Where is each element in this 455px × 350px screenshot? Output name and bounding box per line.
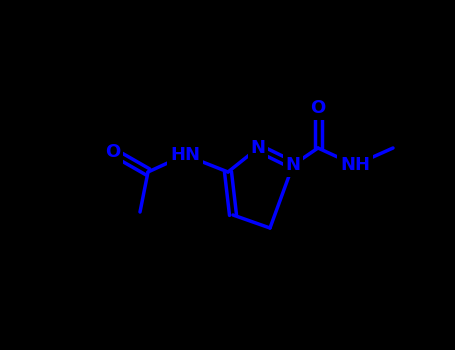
Text: HN: HN [170,146,200,164]
Text: O: O [310,99,326,117]
Text: O: O [106,143,121,161]
Text: N: N [285,156,300,174]
Text: NH: NH [340,156,370,174]
Text: N: N [251,139,266,157]
